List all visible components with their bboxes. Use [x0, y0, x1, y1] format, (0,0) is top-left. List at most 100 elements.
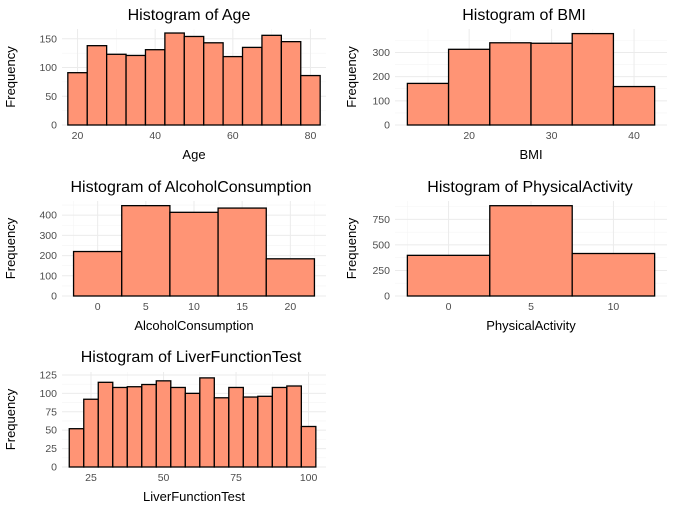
histogram-bar: [105, 53, 127, 126]
histogram-bar: [406, 82, 450, 126]
histogram-bar: [170, 386, 186, 468]
histogram-bar: [67, 72, 88, 126]
x-tick-label: 40: [628, 130, 640, 142]
x-tick-label: 50: [158, 472, 170, 484]
histogram-bar: [184, 392, 201, 468]
histogram-bar: [406, 254, 491, 297]
x-tick-label: 100: [300, 472, 318, 484]
histogram-bar: [112, 386, 128, 468]
histogram-bar: [612, 85, 656, 126]
x-tick-label: 60: [227, 130, 239, 142]
x-tick-label: 30: [546, 130, 558, 142]
y-tick-label: 250: [372, 265, 390, 277]
histogram-bar: [447, 48, 491, 126]
y-tick-label: 25: [45, 443, 57, 455]
y-tick-label: 400: [39, 210, 57, 222]
chart-liverfunctiontest: 25 50 75 100 0 25 50 75 100 125 Histogram of Liver…: [3, 349, 326, 504]
histogram-bar: [213, 397, 230, 468]
histogram-bar: [164, 32, 185, 126]
x-tick-label: 0: [95, 301, 101, 313]
x-axis-title: PhysicalActivity: [486, 318, 576, 333]
histogram-bar: [86, 45, 108, 126]
x-tick-label: 20: [463, 130, 475, 142]
y-tick-label: 100: [39, 62, 57, 74]
histogram-bar: [571, 32, 615, 126]
y-tick-label: 300: [39, 230, 57, 242]
histogram-bar: [489, 205, 573, 297]
y-axis-title: Frequency: [3, 388, 18, 450]
y-tick-label: 0: [384, 291, 390, 303]
histogram-bar: [217, 207, 267, 297]
chart-title: Histogram of Age: [128, 7, 251, 24]
histogram-bar: [489, 42, 532, 126]
x-axis-title: Age: [182, 147, 205, 162]
x-tick-label: 10: [608, 301, 620, 313]
y-axis-title: Frequency: [3, 46, 18, 108]
histogram-bar: [300, 425, 317, 468]
y-tick-label: 125: [39, 369, 57, 381]
y-axis-title: Frequency: [344, 217, 359, 279]
histogram-bar: [68, 428, 85, 468]
histogram-bar: [228, 386, 244, 468]
x-tick-label: 80: [305, 130, 317, 142]
chart-title: Histogram of LiverFunctionTest: [81, 349, 302, 366]
y-tick-label: 750: [372, 214, 390, 226]
x-tick-label: 10: [188, 301, 200, 313]
histogram-bar: [141, 383, 157, 468]
y-tick-label: 300: [372, 47, 390, 59]
y-tick-label: 75: [45, 406, 57, 418]
histogram-bar: [300, 74, 321, 126]
x-axis-title: BMI: [519, 147, 542, 162]
histogram-bar: [121, 204, 171, 297]
histogram-bar: [125, 54, 147, 126]
histogram-bar: [144, 49, 166, 126]
histogram-bar: [72, 250, 123, 297]
histogram-bar: [571, 252, 656, 297]
y-axis-title: Frequency: [344, 46, 359, 108]
histogram-bar: [155, 380, 172, 468]
y-tick-label: 100: [39, 388, 57, 400]
histogram-bar: [241, 46, 263, 126]
histogram-bar: [97, 381, 114, 468]
x-tick-label: 0: [446, 301, 452, 313]
y-tick-label: 200: [39, 250, 57, 262]
chart-title: Histogram of AlcoholConsumption: [70, 179, 311, 196]
chart-age: 20 40 60 80 0 50 100 150 Histogram of Age Age Freq…: [3, 7, 326, 162]
x-tick-label: 40: [149, 130, 161, 142]
histogram-bar: [126, 386, 143, 468]
histogram-bar: [280, 40, 302, 126]
x-tick-label: 5: [528, 301, 534, 313]
x-tick-label: 20: [72, 130, 84, 142]
histogram-bar: [222, 55, 244, 126]
y-tick-label: 100: [372, 95, 390, 107]
histogram-bar: [83, 398, 99, 468]
x-tick-label: 20: [285, 301, 297, 313]
y-tick-label: 0: [384, 120, 390, 132]
histogram-bar: [203, 42, 224, 126]
histogram-bar: [242, 396, 259, 468]
chart-title: Histogram of PhysicalActivity: [427, 179, 632, 196]
y-tick-label: 200: [372, 71, 390, 83]
y-tick-label: 0: [51, 462, 57, 474]
y-tick-label: 150: [39, 33, 57, 45]
histogram-bar: [286, 385, 302, 468]
y-tick-label: 50: [45, 91, 57, 103]
histogram-bar: [183, 35, 205, 126]
histogram-bar: [257, 395, 273, 468]
histogram-bar: [530, 42, 573, 126]
histogram-bar: [169, 211, 219, 297]
x-tick-label: 25: [85, 472, 97, 484]
y-tick-label: 50: [45, 425, 57, 437]
histogram-bar: [271, 386, 288, 468]
chart-bmi: 20 30 40 0 100 200 300 Histogram of BMI BMI Frequ…: [344, 7, 667, 162]
histogram-bar: [199, 377, 215, 468]
x-axis-title: LiverFunctionTest: [143, 489, 245, 504]
x-tick-label: 75: [230, 472, 242, 484]
y-axis-title: Frequency: [3, 217, 18, 279]
histogram-bar: [261, 34, 283, 126]
y-tick-label: 0: [51, 291, 57, 303]
x-axis-title: AlcoholConsumption: [134, 318, 253, 333]
